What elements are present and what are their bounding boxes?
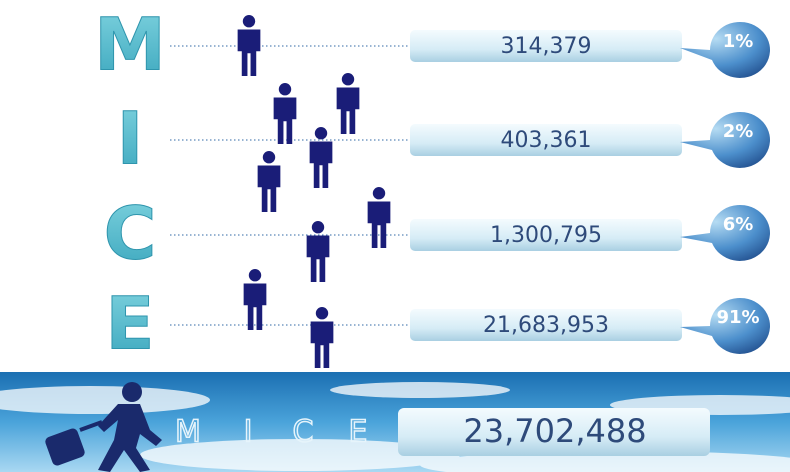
footer-letter: I [244, 415, 253, 450]
row-letter: E [105, 282, 154, 366]
row-value: 314,379 [501, 34, 592, 59]
share-bubble [680, 21, 770, 78]
row-share: 1% [723, 31, 754, 52]
row-value: 403,361 [501, 128, 592, 153]
row-letter: M [94, 3, 166, 87]
value-box [410, 30, 682, 62]
footer-letter: M [175, 415, 201, 450]
footer-letter: E [349, 415, 368, 450]
row-share: 6% [723, 214, 754, 235]
row-share: 91% [716, 307, 759, 328]
row-value: 21,683,953 [483, 313, 609, 338]
row-letter: C [104, 192, 157, 276]
row-value: 1,300,795 [490, 223, 602, 248]
total-value: 23,702,488 [463, 412, 646, 450]
share-bubble [680, 297, 770, 354]
share-bubble [680, 111, 770, 168]
total-box [398, 408, 710, 456]
share-bubble [680, 204, 770, 261]
value-box [410, 309, 682, 341]
value-box [410, 124, 682, 156]
row-share: 2% [723, 121, 754, 142]
traveler-icon [45, 382, 162, 472]
footer-letter: C [293, 415, 314, 450]
people-icons [237, 15, 391, 368]
row-letter: I [117, 97, 144, 181]
value-box [410, 219, 682, 251]
clouds [0, 382, 790, 472]
